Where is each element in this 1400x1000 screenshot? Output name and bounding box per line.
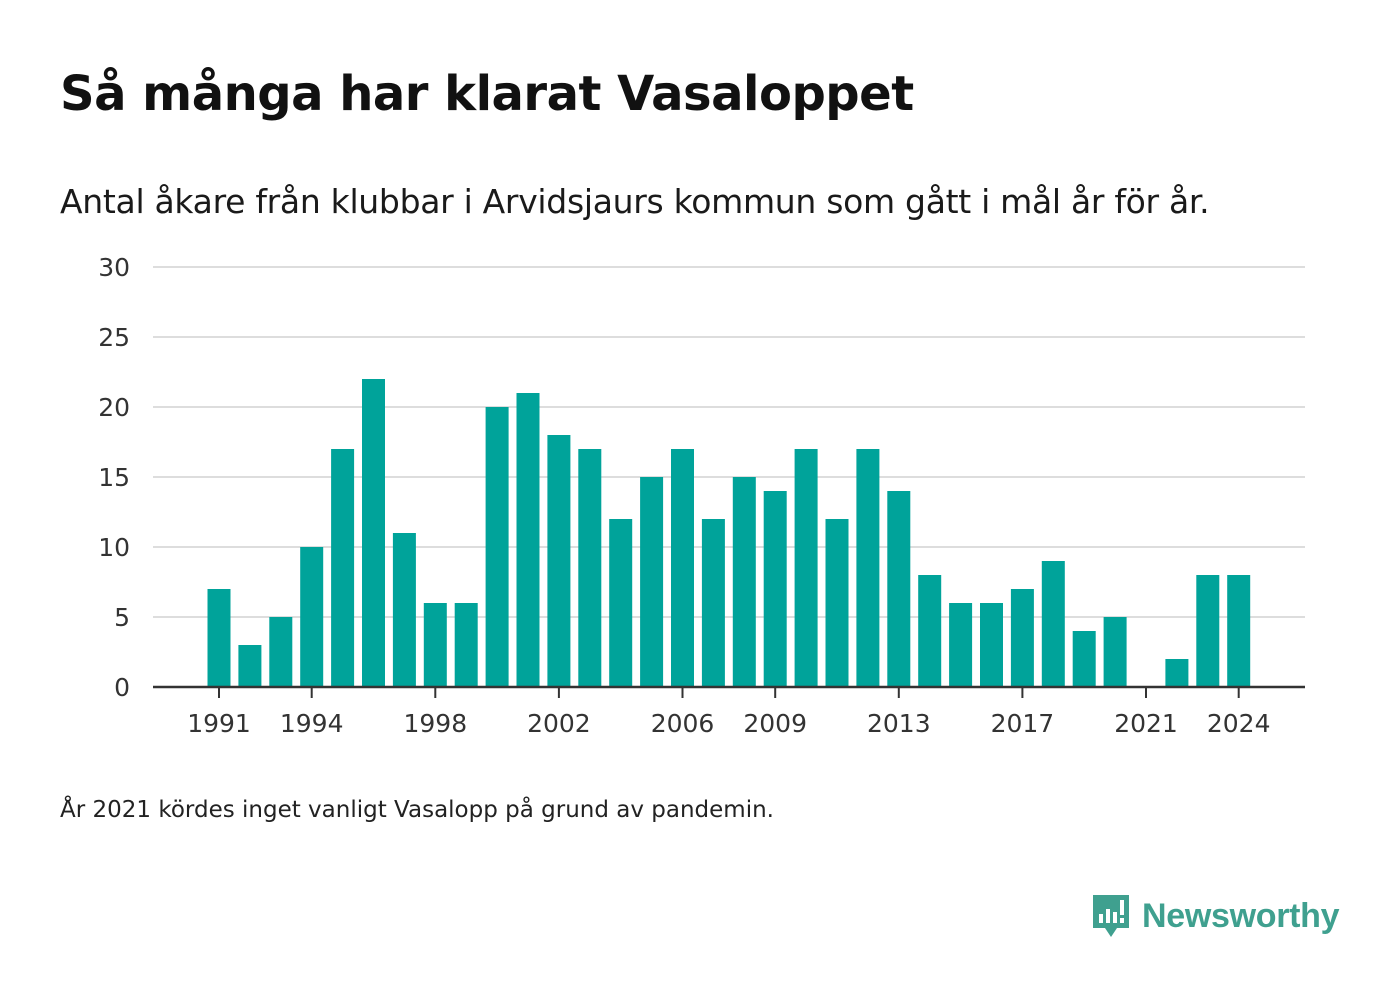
x-tick-label: 2021 [1114, 709, 1178, 738]
bar-2000 [485, 407, 509, 687]
x-tick-label: 1991 [187, 709, 251, 738]
y-tick-label: 25 [98, 323, 130, 352]
y-tick-label: 0 [114, 673, 130, 702]
x-tick-label: 2002 [527, 709, 591, 738]
x-tick-label: 2013 [867, 709, 931, 738]
bar-2008 [732, 477, 756, 687]
bar-2006 [671, 449, 694, 687]
y-axis-ticks: 0 5 10 15 20 25 30 [98, 253, 130, 702]
footnote: År 2021 kördes inget vanligt Vasalopp på… [60, 797, 774, 823]
bar-1996 [362, 379, 385, 687]
newsworthy-logo-icon [1093, 895, 1129, 937]
bar-1995 [331, 449, 355, 687]
bar-2017 [1010, 589, 1034, 687]
x-tick-label: 1998 [403, 709, 467, 738]
x-tick-label: 2017 [991, 709, 1055, 738]
brand-logo: Newsworthy [1090, 892, 1340, 940]
bar-2004 [609, 519, 633, 687]
bar-2002 [547, 435, 571, 687]
y-tick-label: 10 [98, 533, 130, 562]
y-tick-label: 15 [98, 463, 130, 492]
bar-1992 [238, 645, 262, 687]
bar-2024 [1227, 575, 1251, 687]
y-tick-label: 5 [114, 603, 130, 632]
x-tick-label: 2024 [1207, 709, 1271, 738]
bar-2007 [701, 519, 725, 687]
chart-subtitle: Antal åkare från klubbar i Arvidsjaurs k… [60, 182, 1210, 221]
bar-2015 [949, 603, 973, 687]
bar-2016 [980, 603, 1003, 687]
x-tick-label: 2009 [743, 709, 807, 738]
bar-2019 [1072, 631, 1096, 687]
bar-2003 [578, 449, 602, 687]
bar-1993 [269, 617, 293, 687]
x-tick-label: 1994 [280, 709, 344, 738]
bar-1994 [300, 547, 324, 687]
y-tick-label: 30 [98, 253, 130, 282]
bar-2005 [640, 477, 664, 687]
bar-2012 [856, 449, 880, 687]
chart-title: Så många har klarat Vasaloppet [60, 66, 914, 122]
bar-2020 [1103, 617, 1127, 687]
bar-1998 [423, 603, 447, 687]
bar-1999 [454, 603, 478, 687]
bar-2010 [794, 449, 818, 687]
bar-2018 [1041, 561, 1065, 687]
y-tick-label: 20 [98, 393, 130, 422]
bar-2009 [763, 491, 787, 687]
gridlines [153, 266, 1305, 618]
bar-2001 [516, 393, 540, 687]
bar-2013 [887, 491, 911, 687]
bar-2011 [825, 519, 849, 687]
bar-2014 [918, 575, 942, 687]
x-axis-ticks: 1991 1994 1998 2002 2006 2009 2013 2017 2021 2024 [187, 687, 1271, 738]
bars [207, 379, 1251, 687]
brand-name: Newsworthy [1142, 896, 1340, 935]
bar-2022 [1165, 659, 1189, 687]
bar-1991 [207, 589, 231, 687]
x-tick-label: 2006 [651, 709, 715, 738]
bar-chart: 0 5 10 15 20 25 30 1991 1994 1998 2002 2006 2009 201… [98, 253, 1305, 738]
bar-2023 [1196, 575, 1220, 687]
bar-1997 [392, 533, 416, 687]
